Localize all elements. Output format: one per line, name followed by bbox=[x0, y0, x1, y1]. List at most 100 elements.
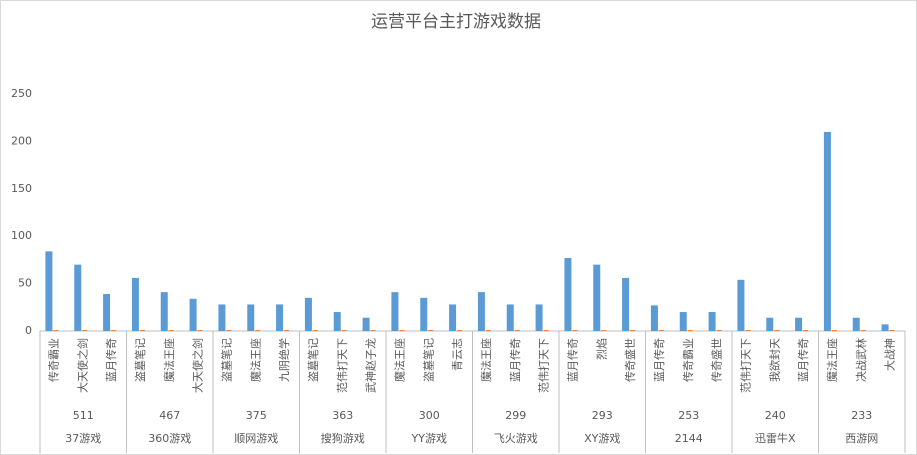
group-name: 顺网游戏 bbox=[234, 432, 278, 445]
group-total: 375 bbox=[246, 409, 267, 422]
bar bbox=[255, 330, 261, 331]
x-tick-label: 烈焰 bbox=[594, 338, 608, 360]
bar bbox=[852, 317, 860, 331]
bar bbox=[284, 330, 290, 331]
bar bbox=[506, 304, 514, 331]
x-tick-label: 传奇霸业 bbox=[682, 338, 695, 382]
bar bbox=[362, 317, 370, 331]
bar bbox=[823, 131, 831, 331]
group-total: 300 bbox=[419, 409, 440, 422]
y-tick-label: 0 bbox=[25, 324, 32, 337]
bar bbox=[650, 305, 658, 331]
x-tick-label: 盗墓笔记 bbox=[219, 338, 233, 382]
bar bbox=[341, 330, 347, 331]
bar bbox=[74, 264, 82, 331]
x-tick-label: 武神赵子龙 bbox=[364, 338, 378, 393]
group-total: 253 bbox=[678, 409, 699, 422]
x-tick-label: 盗墓笔记 bbox=[306, 338, 320, 382]
x-tick-label: 大战神 bbox=[883, 338, 897, 371]
bar bbox=[139, 330, 145, 331]
bar bbox=[716, 330, 722, 331]
bar bbox=[708, 312, 716, 331]
bar bbox=[737, 279, 745, 331]
y-tick-label: 50 bbox=[18, 277, 32, 290]
bar bbox=[881, 324, 889, 331]
bar bbox=[197, 330, 203, 331]
bar bbox=[457, 330, 463, 331]
x-tick-label: 蓝月传奇 bbox=[797, 338, 810, 382]
bar bbox=[593, 264, 601, 331]
x-tick-label: 传奇霸业 bbox=[47, 338, 60, 382]
bar bbox=[622, 277, 630, 331]
group-name: 飞火游戏 bbox=[494, 432, 538, 445]
bar bbox=[420, 297, 428, 331]
group-total: 293 bbox=[592, 409, 613, 422]
bar bbox=[630, 330, 636, 331]
group-name: 360游戏 bbox=[148, 432, 191, 445]
bar bbox=[477, 292, 485, 331]
x-tick-label: 魔法王座 bbox=[479, 338, 493, 382]
bar bbox=[399, 330, 405, 331]
group-name: 37游戏 bbox=[65, 432, 101, 445]
bar bbox=[247, 304, 255, 331]
x-tick-label: 范伟打天下 bbox=[738, 338, 752, 393]
group-name: YY游戏 bbox=[411, 432, 447, 445]
x-tick-label: 范伟打天下 bbox=[335, 338, 349, 393]
group-name: XY游戏 bbox=[584, 432, 620, 445]
bar bbox=[774, 330, 780, 331]
x-tick-label: 传奇盛世 bbox=[710, 338, 724, 382]
bar bbox=[160, 292, 168, 331]
bar bbox=[333, 312, 341, 331]
group-name: 2144 bbox=[675, 432, 703, 445]
bar bbox=[564, 258, 572, 331]
group-name: 迅雷牛X bbox=[755, 431, 796, 445]
bar bbox=[687, 330, 693, 331]
bar bbox=[803, 330, 809, 331]
chart-title: 运营平台主打游戏数据 bbox=[371, 12, 541, 32]
bar bbox=[53, 330, 59, 331]
bar bbox=[370, 330, 376, 331]
x-tick-label: 魔法王座 bbox=[248, 338, 262, 382]
y-tick-label: 150 bbox=[11, 182, 32, 195]
bar bbox=[514, 330, 520, 331]
x-tick-label: 魔法王座 bbox=[825, 338, 839, 382]
bar bbox=[218, 304, 226, 331]
group-total: 233 bbox=[851, 409, 872, 422]
bar bbox=[45, 251, 53, 331]
x-tick-label: 决战武林 bbox=[854, 338, 868, 382]
bar bbox=[658, 330, 664, 331]
bar bbox=[449, 304, 457, 331]
x-tick-label: 魔法王座 bbox=[392, 338, 406, 382]
group-name: 搜狗游戏 bbox=[321, 431, 365, 445]
bar bbox=[766, 317, 774, 331]
bar bbox=[601, 330, 607, 331]
y-tick-label: 100 bbox=[11, 229, 32, 242]
y-tick-label: 250 bbox=[11, 87, 32, 100]
bar bbox=[485, 330, 491, 331]
x-tick-label: 蓝月传奇 bbox=[653, 338, 666, 382]
y-tick-label: 200 bbox=[11, 134, 32, 147]
bar bbox=[189, 298, 197, 331]
bar bbox=[111, 330, 117, 331]
bar bbox=[226, 330, 232, 331]
group-total: 240 bbox=[765, 409, 786, 422]
x-tick-label: 大天使之剑 bbox=[75, 338, 89, 393]
x-tick-label: 范伟打天下 bbox=[537, 338, 551, 393]
bar bbox=[889, 330, 895, 331]
x-tick-label: 蓝月传奇 bbox=[105, 338, 118, 382]
x-tick-label: 蓝月传奇 bbox=[509, 338, 522, 382]
bar bbox=[679, 312, 687, 331]
group-total: 299 bbox=[505, 409, 526, 422]
group-total: 467 bbox=[159, 409, 180, 422]
bar bbox=[860, 330, 866, 331]
bar bbox=[795, 317, 803, 331]
x-tick-label: 大天使之剑 bbox=[191, 338, 205, 393]
bar bbox=[543, 330, 549, 331]
group-name: 西游网 bbox=[845, 432, 878, 445]
bar bbox=[312, 330, 318, 331]
x-tick-label: 我欲封天 bbox=[767, 338, 781, 382]
group-total: 511 bbox=[73, 409, 94, 422]
